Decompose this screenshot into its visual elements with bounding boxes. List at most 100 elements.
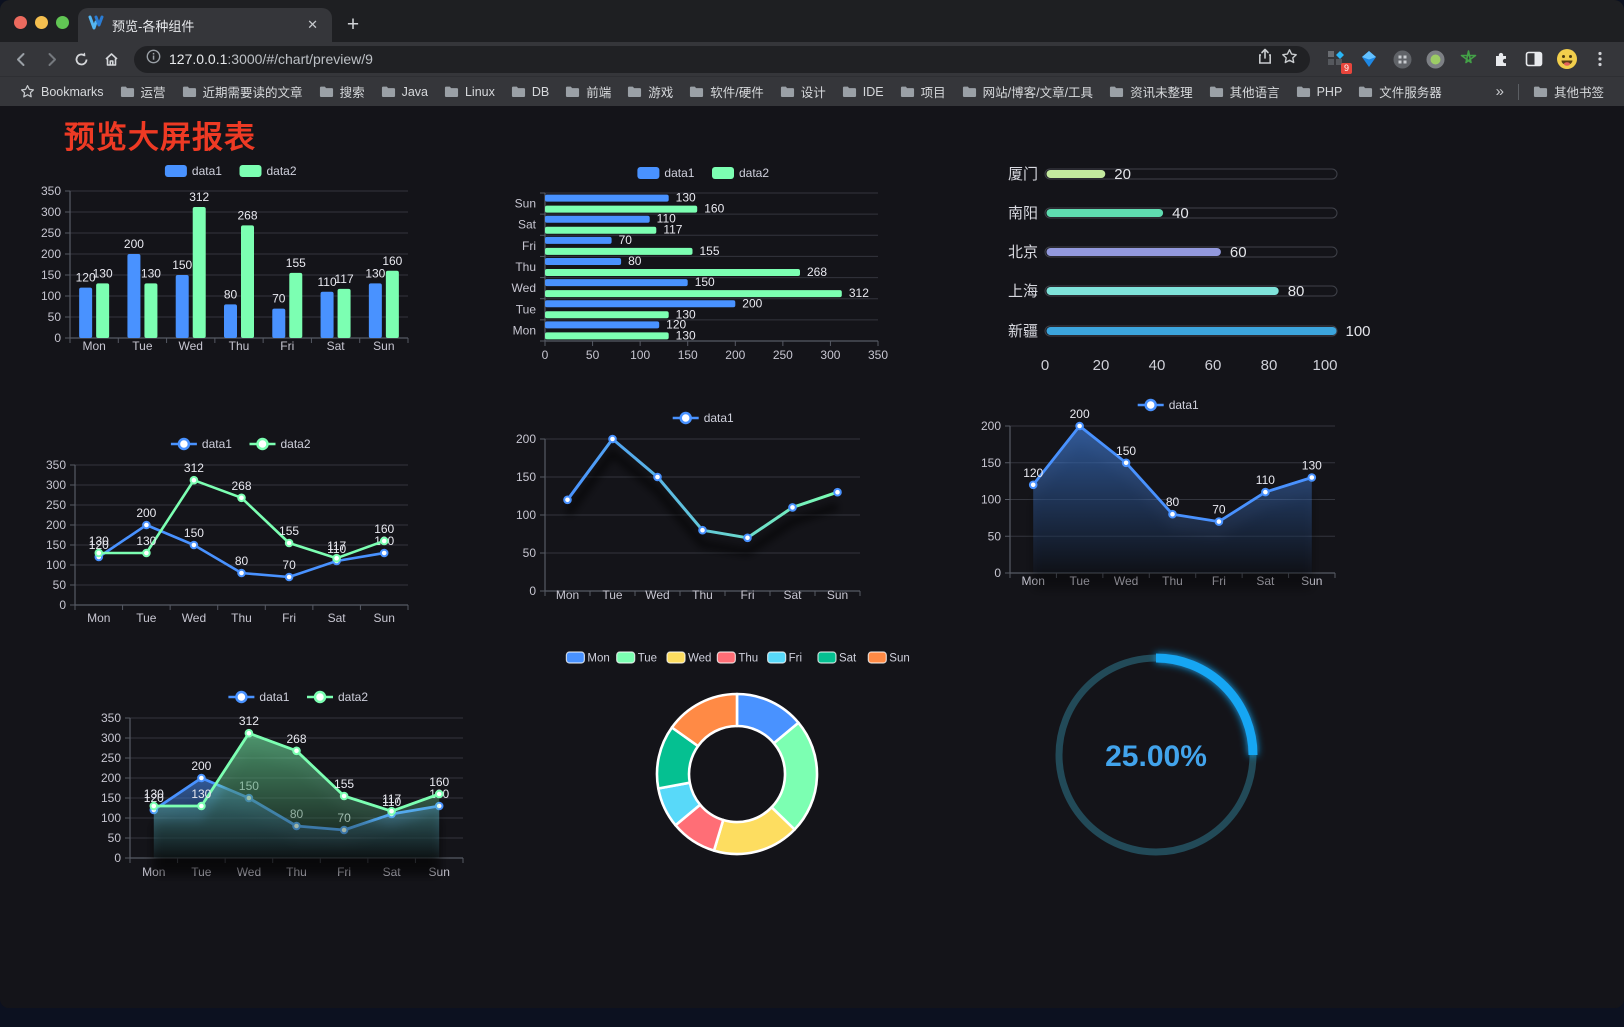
reload-button[interactable] <box>68 46 94 72</box>
svg-text:160: 160 <box>382 254 402 268</box>
two-series-line-chart[interactable]: 0 50 100 150 200 250 300 350 Mon Tue Wed Thu Fri Sat S… <box>40 421 445 636</box>
legend-item-Mon[interactable]: Mon <box>565 651 610 665</box>
weekday-donut-chart[interactable]: Mon Tue Wed Thu Fri Sat Sun <box>540 636 935 886</box>
svg-text:0: 0 <box>542 348 549 362</box>
legend-item-data1[interactable]: data1 <box>170 437 232 451</box>
svg-text:80: 80 <box>1261 357 1278 374</box>
minimize-window-button[interactable] <box>35 16 48 29</box>
bookmark-folder-item[interactable]: 文件服务器 <box>1350 79 1450 104</box>
legend-item-data2[interactable]: data2 <box>307 690 368 704</box>
svg-text:117: 117 <box>663 223 682 237</box>
side-panel-icon[interactable] <box>1522 47 1546 71</box>
folder-icon <box>962 86 976 97</box>
tab-close-icon[interactable]: ✕ <box>307 17 318 32</box>
svg-text:Mon: Mon <box>556 588 579 602</box>
svg-text:50: 50 <box>48 310 62 324</box>
bookmark-folder-item[interactable]: DB <box>503 82 557 102</box>
legend-item-data1[interactable]: data1 <box>164 164 222 178</box>
legend-item-data2[interactable]: data2 <box>712 166 769 180</box>
fullscreen-window-button[interactable] <box>56 16 69 29</box>
pie-slice-Sun[interactable] <box>670 692 739 748</box>
extension-grid-diamond-icon[interactable]: 9 <box>1324 47 1352 74</box>
svg-text:Wed: Wed <box>512 281 536 295</box>
bookmarks-overflow-chevron[interactable]: » <box>1495 83 1504 100</box>
svg-text:117: 117 <box>327 539 346 553</box>
bookmark-folder-item[interactable]: 搜索 <box>311 79 373 104</box>
legend-item-Tue[interactable]: Tue <box>616 651 657 665</box>
svg-text:200: 200 <box>136 506 156 520</box>
bookmark-folder-item[interactable]: 设计 <box>772 79 834 104</box>
bookmark-folder-item[interactable]: 项目 <box>892 79 954 104</box>
svg-text:300: 300 <box>46 478 66 492</box>
single-area-chart[interactable]: 0 50 100 150 200 Mon Tue Wed Thu Fri Sat Sun 120 200 1… <box>975 386 1365 598</box>
extension-gray-circle-icon[interactable] <box>1390 47 1414 71</box>
bookmark-folder-item[interactable]: 前端 <box>557 79 619 104</box>
bookmark-folder-item[interactable]: 软件/硬件 <box>681 79 771 104</box>
svg-text:Sat: Sat <box>328 611 347 625</box>
legend-item-data1[interactable]: data1 <box>672 411 734 425</box>
bookmark-folder-item[interactable]: 其他语言 <box>1201 79 1288 104</box>
back-button[interactable] <box>8 46 34 72</box>
svg-text:100: 100 <box>1346 323 1371 340</box>
bookmarks-manager-item[interactable]: Bookmarks <box>12 81 112 102</box>
svg-text:50: 50 <box>988 529 1002 543</box>
url-bar[interactable]: 127.0.0.1:3000/#/chart/preview/9 <box>134 45 1310 73</box>
bookmark-folder-item[interactable]: Java <box>373 82 436 102</box>
svg-text:250: 250 <box>46 498 66 512</box>
legend-item-data2[interactable]: data2 <box>239 164 297 178</box>
new-tab-button[interactable]: + <box>346 13 360 36</box>
forward-button[interactable] <box>38 46 64 72</box>
svg-text:100: 100 <box>516 508 536 522</box>
legend-item-Thu[interactable]: Thu <box>716 651 758 665</box>
percent-gauge-chart[interactable]: 25.00% <box>1040 636 1275 886</box>
extension-blue-diamond-icon[interactable] <box>1357 47 1381 71</box>
page-title: 预览大屏报表 <box>64 120 256 155</box>
svg-text:Tue: Tue <box>136 611 157 625</box>
home-button[interactable] <box>98 46 124 72</box>
bookmark-folder-item[interactable]: IDE <box>834 82 892 102</box>
extension-puzzle-icon[interactable] <box>1489 47 1513 71</box>
other-bookmarks-folder[interactable]: 其他书签 <box>1525 79 1612 104</box>
legend-item-Sat[interactable]: Sat <box>817 651 857 665</box>
grouped-bar-chart[interactable]: 0 50 100 150 200 250 300 350 Mon Tue Wed Thu Fri Sat S… <box>40 151 445 366</box>
svg-text:Fri: Fri <box>282 611 296 625</box>
grouped-horizontal-bar-chart[interactable]: 0 50 100 150 200 250 300 350 Mon 120 130 Tue 200 130 W… <box>505 156 905 368</box>
svg-text:Thu: Thu <box>692 588 713 602</box>
bookmark-folder-item[interactable]: 网站/博客/文章/工具 <box>954 79 1101 104</box>
bookmark-folder-label: 游戏 <box>648 86 674 100</box>
bookmark-folder-label: 前端 <box>586 86 612 100</box>
extension-green-dot-circle-icon[interactable] <box>1423 47 1447 71</box>
folder-icon <box>690 86 704 97</box>
legend-item-data1[interactable]: data1 <box>637 166 695 180</box>
browser-menu-button[interactable] <box>1588 47 1612 71</box>
legend-item-data2[interactable]: data2 <box>249 437 311 451</box>
folder-icon <box>1359 86 1373 97</box>
site-info-icon[interactable] <box>146 49 161 69</box>
svg-text:117: 117 <box>382 792 401 806</box>
legend-item-Sun[interactable]: Sun <box>867 651 910 665</box>
gradient-line-chart[interactable]: 0 50 100 150 200 Mon Tue Wed Thu Fri Sat Sun data1 <box>505 396 905 611</box>
svg-text:data2: data2 <box>267 164 297 178</box>
two-series-area-chart[interactable]: 0 50 100 150 200 250 300 350 Mon Tue Wed Thu Fri Sat S… <box>100 671 500 896</box>
bookmark-star-icon[interactable] <box>1281 48 1298 70</box>
extension-green-star-icon[interactable] <box>1456 47 1480 71</box>
legend-item-data1[interactable]: data1 <box>1137 398 1199 412</box>
svg-text:0: 0 <box>54 331 61 345</box>
share-icon[interactable] <box>1257 48 1273 70</box>
close-window-button[interactable] <box>14 16 27 29</box>
city-progress-chart[interactable]: 厦门 20 南阳 40 北京 60 上海 80 新疆 100 0 20 40 60 80 100 <box>990 156 1375 384</box>
legend-item-data1[interactable]: data1 <box>228 690 290 704</box>
legend-item-Wed[interactable]: Wed <box>666 651 711 665</box>
svg-text:250: 250 <box>773 348 793 362</box>
bookmark-folder-label: Java <box>401 84 428 99</box>
extension-emoji-icon[interactable] <box>1555 47 1579 71</box>
legend-item-Fri[interactable]: Fri <box>767 651 802 665</box>
bookmark-folder-item[interactable]: 运营 <box>112 79 174 104</box>
bookmark-folder-item[interactable]: Linux <box>436 82 503 102</box>
browser-tab[interactable]: 预览-各种组件 ✕ <box>78 8 332 42</box>
bookmark-folder-item[interactable]: 资讯未整理 <box>1101 79 1201 104</box>
bookmark-folder-item[interactable]: 游戏 <box>619 79 681 104</box>
bookmark-folder-item[interactable]: 近期需要读的文章 <box>174 79 311 104</box>
bookmark-folder-item[interactable]: PHP <box>1288 82 1351 102</box>
folder-icon <box>319 86 333 97</box>
